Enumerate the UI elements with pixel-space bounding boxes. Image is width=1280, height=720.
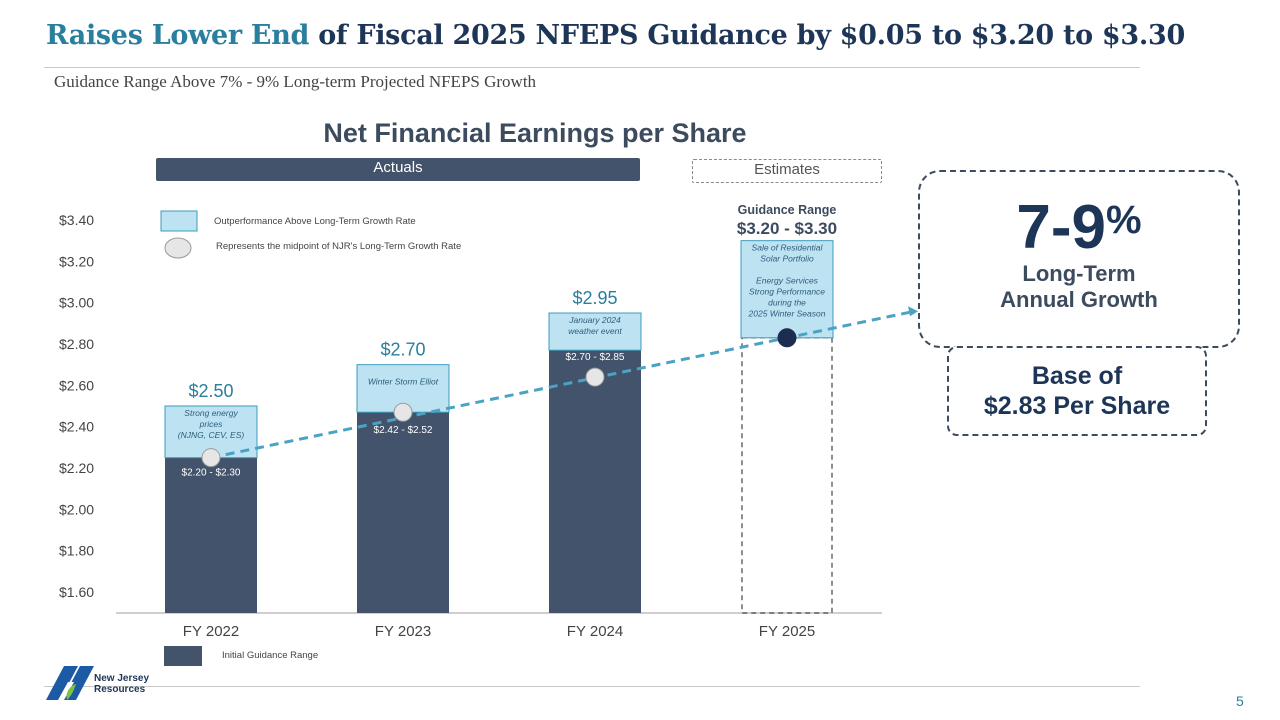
outperformance-note: Winter Storm Elliot [368,377,439,387]
y-tick-label: $2.80 [59,336,94,352]
guidance-bar [357,412,449,613]
guidance-range-label: $2.70 - $2.85 [566,352,625,363]
page-number: 5 [1236,693,1244,709]
guidance-bar [165,457,257,613]
bar-value-label: $2.50 [188,381,233,401]
legend-initial-label: Initial Guidance Range [222,650,318,661]
bar-value-label: $2.95 [572,288,617,308]
y-tick-label: $1.80 [59,543,94,559]
growth-rate-suffix: % [1106,198,1142,242]
chart-title: Net Financial Earnings per Share [323,118,747,148]
bar-value-label: $2.70 [380,340,425,360]
guidance-range-label: $2.42 - $2.52 [374,425,433,436]
base-line1: Base of [1031,362,1123,390]
fy2025-guidance-value: $3.20 - $3.30 [737,219,837,238]
growth-midpoint-marker [585,367,605,387]
x-tick-label: FY 2025 [759,623,815,640]
outperformance-note: January 2024 [568,315,621,325]
footer-divider [44,686,1140,687]
growth-midpoint-marker [777,328,797,348]
title-rest: of Fiscal 2025 NFEPS Guidance by $0.05 t… [309,20,1185,51]
outperformance-note: prices [199,419,223,429]
title-divider [44,67,1140,68]
growth-label-line1: Long-Term [1022,261,1136,286]
outperformance-segment [548,312,642,351]
slide-subtitle: Guidance Range Above 7% - 9% Long-term P… [54,72,537,91]
growth-rate: 7-9% [920,194,1238,262]
y-tick-label: $1.60 [59,584,94,600]
y-tick-label: $2.20 [59,460,94,476]
fy2025-guidance-label: Guidance Range [738,203,837,217]
legend-midpoint-swatch [164,237,192,259]
x-tick-label: FY 2022 [183,623,239,640]
logo-wordmark: New Jersey Resources [94,673,149,695]
trend-arrowhead [908,306,918,317]
y-tick-label: $2.60 [59,377,94,393]
y-tick-label: $3.00 [59,295,94,311]
outperformance-note: 2025 Winter Season [748,309,826,319]
legend-midpoint-label: Represents the midpoint of NJR's Long-Te… [216,241,461,252]
y-tick-label: $2.40 [59,419,94,435]
guidance-range-label: $2.20 - $2.30 [182,468,241,479]
outperformance-segment [740,240,834,339]
y-tick-label: $3.20 [59,253,94,269]
y-tick-label: $3.40 [59,212,94,228]
legend-initial-swatch [164,646,202,666]
title-accent: Raises Lower End [46,20,310,51]
x-tick-label: FY 2023 [375,623,431,640]
outperformance-note: during the [768,298,806,308]
estimates-period-box: Estimates [692,159,882,183]
outperformance-note: Energy Services [756,276,819,286]
growth-midpoint-marker [201,448,221,468]
growth-label-line2: Annual Growth [1000,287,1158,312]
legend-outperformance-label: Outperformance Above Long-Term Growth Ra… [214,216,416,227]
outperformance-note: Strong Performance [749,287,825,297]
guidance-bar [549,350,641,613]
growth-midpoint-marker [393,402,413,422]
outperformance-note: weather event [568,326,622,336]
growth-rate-value: 7-9 [1016,193,1107,262]
estimate-bar-outline [741,337,833,614]
logo-line1: New Jersey [94,673,150,684]
legend-outperformance-swatch [160,210,198,232]
outperformance-note: Strong energy [184,408,238,418]
slide-title: Raises Lower End of Fiscal 2025 NFEPS Gu… [46,20,1185,51]
actuals-period-bar: Actuals [156,158,640,181]
outperformance-note: (NJNG, CEV, ES) [178,430,245,440]
y-tick-label: $2.00 [59,501,94,517]
base-callout: Base of $2.83 Per Share [947,346,1207,436]
outperformance-note: Solar Portfolio [760,254,814,264]
base-line2: $2.83 Per Share [983,392,1171,420]
logo-line2: Resources [94,684,146,695]
outperformance-note: Sale of Residential [752,243,824,253]
growth-callout: 7-9% Long-Term Annual Growth [918,170,1240,348]
njr-logo-icon [46,666,94,700]
x-tick-label: FY 2024 [567,623,623,640]
